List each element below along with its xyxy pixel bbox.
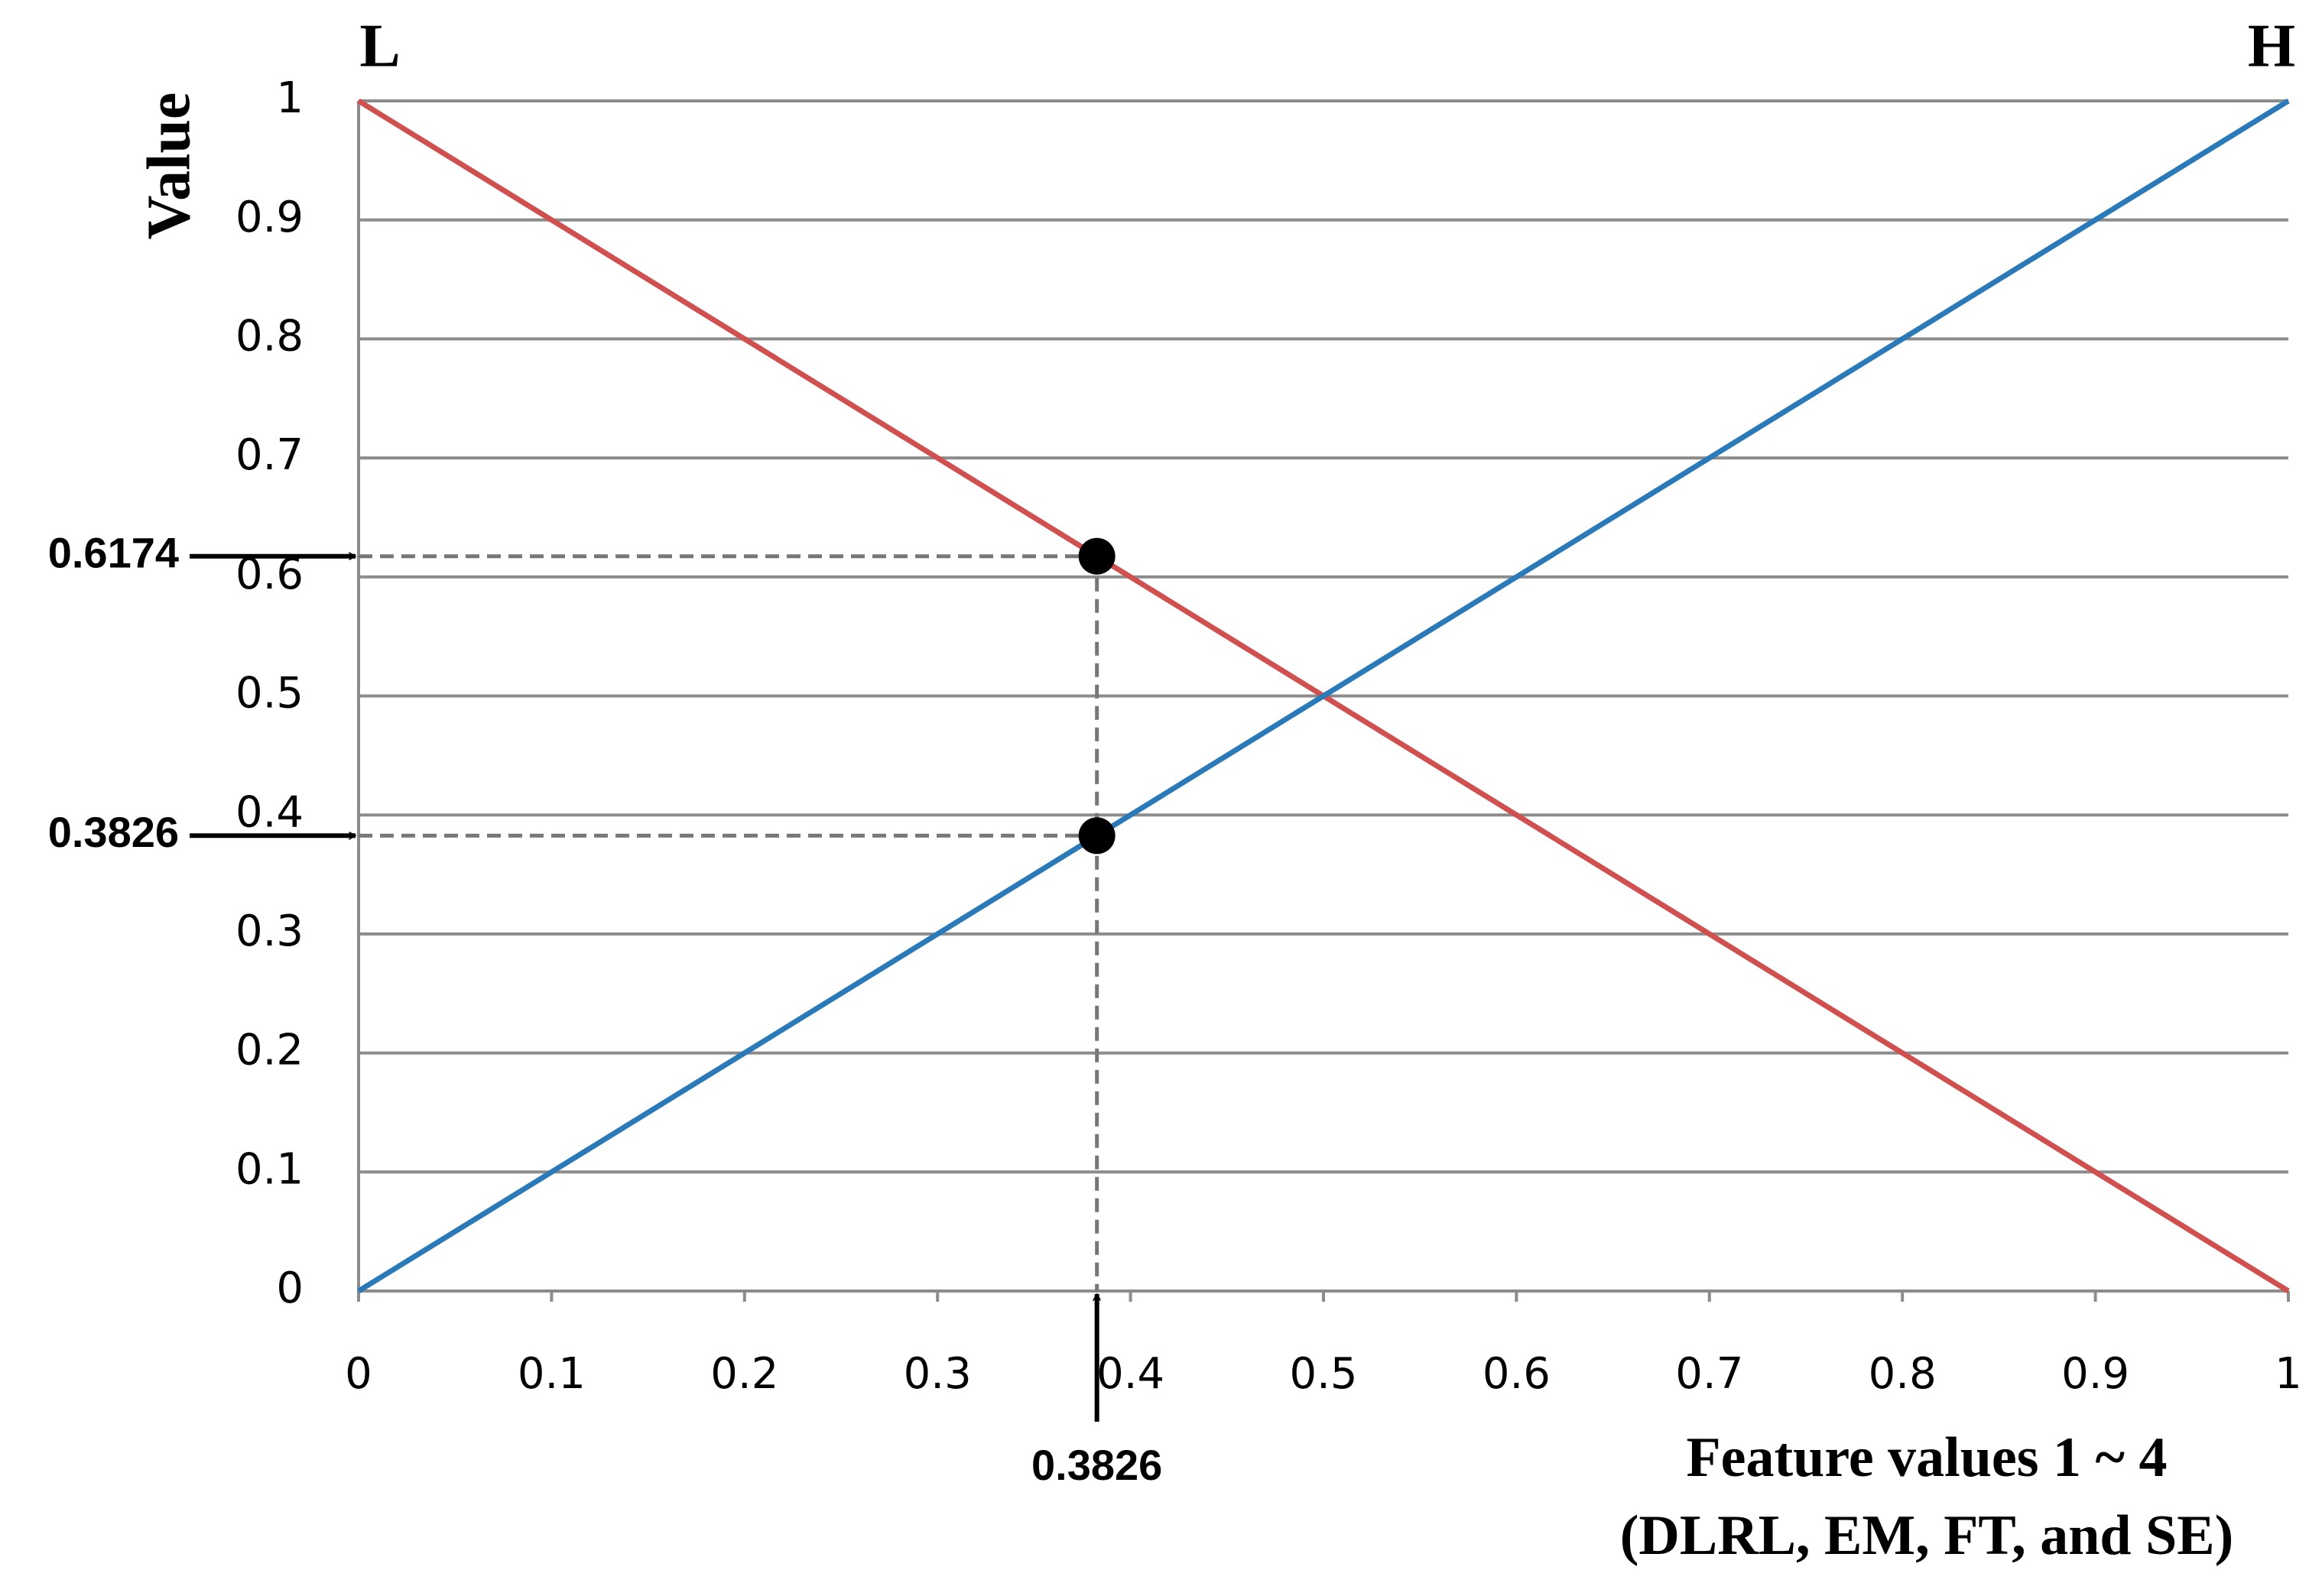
y-tick-label: 0.5	[235, 669, 304, 719]
y-axis-label: Value	[135, 92, 203, 240]
series-line	[357, 99, 2290, 1293]
y-tick-label: 0.1	[235, 1144, 304, 1194]
y-tick-label: 0.2	[235, 1026, 304, 1075]
x-tick-label: 0.4	[1096, 1349, 1164, 1399]
y-tick-label: 0	[276, 1264, 304, 1313]
x-tick-label: 0.3	[904, 1349, 972, 1399]
annotation-label: 0.3826	[1031, 1441, 1162, 1489]
x-tick-label: 0.9	[2061, 1349, 2129, 1399]
x-tick-label: 0	[345, 1349, 372, 1399]
y-tick-label: 0.8	[235, 312, 304, 362]
annotation-label: 0.3826	[48, 808, 179, 856]
y-tick-label: 1	[276, 73, 304, 123]
x-tick-label: 1	[2275, 1349, 2302, 1399]
x-tick-label: 0.6	[1483, 1349, 1551, 1399]
y-tick-label: 0.3	[235, 907, 304, 956]
legend-label: L	[359, 12, 400, 79]
annotation-label: 0.6174	[48, 529, 179, 577]
x-axis-label: (DLRL, EM, FT, and SE)	[1620, 1504, 2233, 1567]
y-tick-label: 0.7	[235, 430, 304, 480]
x-axis-label: Feature values 1 ~ 4	[1686, 1426, 2167, 1489]
x-tick-label: 0.7	[1675, 1349, 1743, 1399]
x-tick-label: 0.2	[710, 1349, 778, 1399]
y-tick-label: 0.4	[235, 787, 304, 837]
x-tick-label: 0.8	[1869, 1349, 1937, 1399]
x-tick-label: 0.5	[1289, 1349, 1357, 1399]
legend-label: H	[2248, 12, 2295, 79]
y-tick-label: 0.9	[235, 193, 304, 242]
marker-point	[1078, 817, 1116, 855]
marker-point	[1078, 537, 1116, 575]
x-tick-label: 0.1	[518, 1349, 586, 1399]
